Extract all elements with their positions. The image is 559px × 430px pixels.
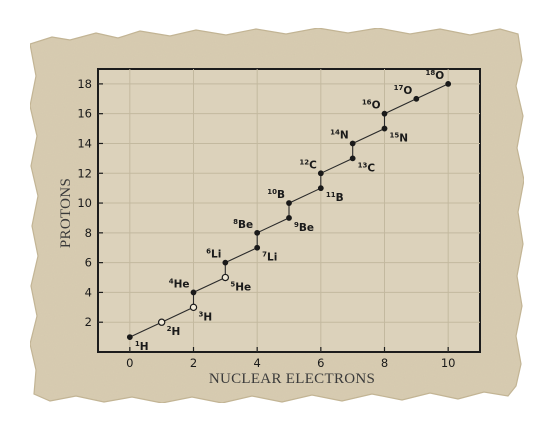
isotope-element-symbol: He (174, 278, 190, 290)
data-point (190, 289, 197, 296)
y-tick-label: 12 (77, 166, 92, 180)
data-point (381, 110, 388, 117)
data-point (254, 244, 261, 251)
isotope-label: 16O (362, 99, 381, 112)
isotope-label: 4He (169, 277, 190, 290)
isotope-label: 11B (326, 191, 344, 204)
data-point (317, 185, 324, 192)
data-points (126, 80, 452, 341)
data-point (349, 140, 356, 147)
isotope-mass-number: 11 (326, 191, 336, 199)
y-tick-label: 8 (85, 226, 92, 240)
isotope-element-symbol: N (340, 129, 349, 141)
x-axis-label: NUCLEAR ELECTRONS (209, 371, 375, 387)
isotope-mass-number: 8 (233, 218, 238, 226)
data-point (189, 303, 198, 312)
y-axis-label: PROTONS (58, 178, 74, 248)
isotope-element-symbol: C (309, 159, 317, 171)
isotope-mass-number: 6 (206, 248, 211, 256)
isotope-element-symbol: H (203, 311, 212, 323)
isotope-mass-number: 1 (135, 340, 140, 348)
isotope-element-symbol: Be (299, 222, 314, 234)
isotope-element-symbol: H (140, 341, 149, 353)
y-tick-label: 16 (77, 107, 92, 121)
y-tick-label: 2 (85, 315, 92, 329)
isotope-mass-number: 2 (167, 325, 172, 333)
x-tick-label: 2 (190, 356, 197, 370)
x-axis-ticks: 0 2 4 6 8 10 (126, 347, 455, 370)
isotope-element-symbol: N (399, 133, 408, 145)
isotope-element-symbol: C (367, 162, 375, 174)
data-point (381, 125, 388, 132)
isotope-element-symbol: O (372, 100, 381, 112)
data-point (222, 259, 229, 266)
isotope-mass-number: 10 (267, 188, 277, 196)
isotope-label: 3H (199, 310, 213, 323)
isotope-mass-number: 14 (330, 128, 340, 136)
y-tick-label: 18 (77, 77, 92, 91)
isotope-mass-number: 4 (169, 277, 174, 285)
data-point (349, 155, 356, 162)
isotope-element-symbol: He (235, 282, 251, 294)
isotope-mass-number: 3 (199, 310, 204, 318)
isotope-label: 14N (330, 128, 349, 141)
data-point (221, 273, 230, 282)
data-point (286, 215, 292, 221)
isotope-mass-number: 15 (390, 132, 400, 140)
data-point (413, 95, 420, 102)
isotope-label: 18O (425, 69, 444, 82)
isotope-label: 17O (394, 84, 413, 97)
data-point (286, 200, 292, 206)
data-point (317, 170, 324, 177)
data-point (254, 229, 261, 236)
isotope-label: 12C (299, 158, 317, 171)
isotope-label: 10B (267, 188, 285, 201)
isotope-mass-number: 18 (425, 69, 435, 77)
y-tick-label: 14 (77, 136, 92, 150)
isotope-mass-number: 9 (294, 221, 299, 229)
isotope-element-symbol: O (403, 85, 412, 97)
isotope-mass-number: 16 (362, 99, 372, 107)
isotope-element-symbol: B (277, 189, 285, 201)
y-tick-label: 4 (85, 285, 92, 299)
x-tick-label: 0 (126, 356, 133, 370)
isotope-mass-number: 13 (358, 161, 368, 169)
isotope-mass-number: 17 (394, 84, 404, 92)
y-axis-ticks: 2 4 6 8 10 12 14 16 18 (77, 77, 103, 329)
isotope-mass-number: 12 (299, 158, 309, 166)
isotope-label: 8Be (233, 218, 253, 231)
isotope-mass-number: 5 (230, 281, 235, 289)
isotope-label: 15N (390, 132, 409, 145)
isotope-label: 13C (358, 161, 376, 174)
x-tick-label: 4 (254, 356, 261, 370)
y-tick-label: 6 (85, 256, 92, 270)
isotope-mass-number: 7 (262, 251, 267, 259)
isotope-element-symbol: Be (238, 219, 253, 231)
x-tick-label: 10 (441, 356, 456, 370)
isotope-label: 5He (230, 281, 251, 294)
isotope-label: 7Li (262, 251, 277, 264)
x-tick-label: 6 (317, 356, 324, 370)
isotope-element-symbol: H (172, 326, 181, 338)
y-tick-label: 10 (77, 196, 92, 210)
data-point (157, 318, 166, 326)
x-tick-label: 8 (381, 356, 388, 370)
isotope-label: 2H (167, 325, 181, 338)
isotope-label: 6Li (206, 248, 221, 261)
isotope-label: 1H (135, 340, 149, 353)
isotope-element-symbol: Li (267, 252, 277, 264)
isotope-element-symbol: Li (211, 249, 221, 261)
isotope-element-symbol: B (336, 192, 344, 204)
isotope-element-symbol: O (435, 70, 444, 82)
data-point (126, 334, 133, 341)
data-point (445, 80, 452, 87)
isotope-label: 9Be (294, 221, 314, 234)
